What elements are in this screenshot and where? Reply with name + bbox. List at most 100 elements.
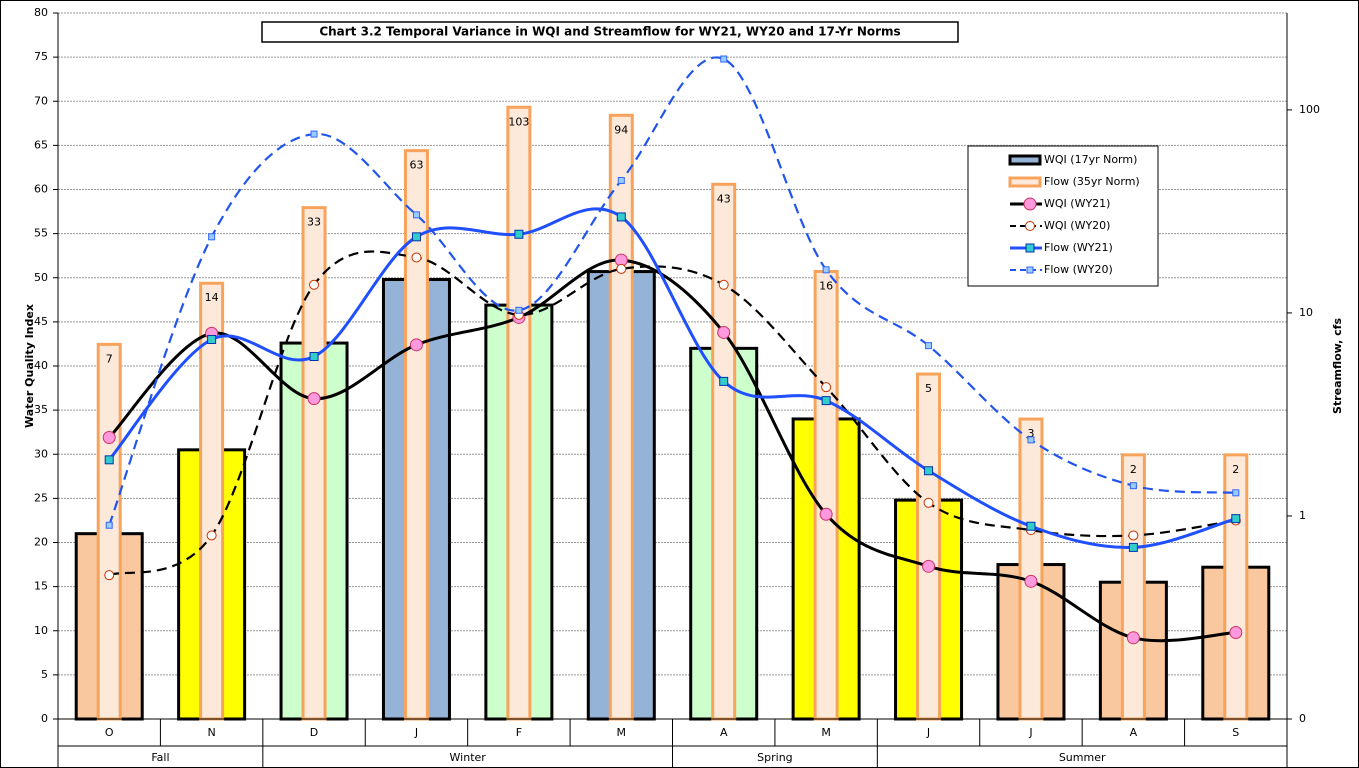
- value-label: 16: [819, 279, 833, 292]
- value-label: 7: [106, 352, 113, 365]
- y-tick-label: 70: [34, 94, 48, 107]
- marker: [104, 570, 115, 581]
- marker: [1229, 626, 1243, 640]
- marker: [206, 530, 217, 541]
- x-tick-label: O: [105, 726, 114, 739]
- y2-axis-title: Streamflow, cfs: [1331, 318, 1344, 414]
- x-tick-label: F: [516, 726, 522, 739]
- y-tick-label: 40: [34, 359, 48, 372]
- y-tick-label: 45: [34, 315, 48, 328]
- marker: [717, 325, 731, 339]
- value-label: 43: [717, 192, 731, 205]
- bar: [608, 113, 634, 721]
- bar: [506, 105, 532, 721]
- marker: [617, 176, 625, 184]
- marker: [207, 334, 217, 344]
- value-label: 14: [205, 291, 219, 304]
- legend-label: Flow (WY21): [1044, 241, 1113, 254]
- value-label: 3: [1027, 427, 1034, 440]
- marker: [819, 507, 833, 521]
- bar: [711, 182, 737, 721]
- marker: [514, 229, 524, 239]
- value-label: 103: [508, 115, 529, 128]
- y-tick-label: 5: [41, 668, 48, 681]
- y-tick-label: 50: [34, 271, 48, 284]
- value-label: 5: [925, 382, 932, 395]
- value-label: 63: [409, 159, 423, 172]
- marker: [922, 559, 936, 573]
- y2-tick-label: 100: [1299, 103, 1320, 116]
- marker: [1126, 631, 1140, 645]
- bar: [813, 269, 839, 721]
- marker: [1023, 197, 1037, 211]
- y-tick-label: 10: [34, 624, 48, 637]
- x-tick-label: J: [926, 726, 930, 739]
- marker: [821, 396, 831, 406]
- marker: [104, 455, 114, 465]
- bar: [1018, 417, 1044, 721]
- y2-tick-label: 0: [1299, 712, 1306, 725]
- y-tick-label: 55: [34, 227, 48, 240]
- y-tick-label: 30: [34, 447, 48, 460]
- x-tick-label: N: [208, 726, 216, 739]
- marker: [307, 392, 321, 406]
- marker: [720, 55, 728, 63]
- title-box: [261, 21, 959, 43]
- marker: [412, 211, 420, 219]
- marker: [208, 233, 216, 241]
- x-tick-label: D: [310, 726, 318, 739]
- marker: [1232, 489, 1240, 497]
- x-group-label: Fall: [151, 751, 169, 764]
- value-label: 2: [1232, 463, 1239, 476]
- x-group-label: Spring: [757, 751, 793, 764]
- x-tick-label: A: [1130, 726, 1138, 739]
- marker: [309, 352, 319, 362]
- marker: [102, 430, 116, 444]
- x-tick-label: A: [720, 726, 728, 739]
- y-tick-label: 0: [41, 712, 48, 725]
- x-tick-label: S: [1232, 726, 1239, 739]
- marker: [411, 232, 421, 242]
- marker: [1027, 436, 1035, 444]
- marker: [105, 521, 113, 529]
- marker: [923, 497, 934, 508]
- marker: [1231, 514, 1241, 524]
- marker: [925, 342, 933, 350]
- x-tick-label: M: [617, 726, 627, 739]
- legend-label: WQI (17yr Norm): [1044, 153, 1137, 166]
- y-tick-label: 60: [34, 183, 48, 196]
- value-label: 94: [614, 123, 628, 136]
- bar: [199, 281, 225, 721]
- line: [108, 250, 1236, 577]
- marker: [1129, 482, 1137, 490]
- line: [108, 56, 1236, 526]
- value-label: 33: [307, 216, 321, 229]
- marker: [718, 279, 729, 290]
- y2-tick-label: 10: [1299, 306, 1313, 319]
- marker: [310, 130, 318, 138]
- y-tick-label: 15: [34, 580, 48, 593]
- marker: [1026, 266, 1034, 274]
- y-axis-title: Water Quality Index: [23, 304, 36, 428]
- legend-label: WQI (WY20): [1044, 219, 1110, 232]
- marker: [1025, 243, 1035, 253]
- marker: [309, 279, 320, 290]
- y-tick-label: 75: [34, 50, 48, 63]
- marker: [924, 466, 934, 476]
- marker: [515, 306, 523, 314]
- y-tick-label: 65: [34, 138, 48, 151]
- legend-label: Flow (35yr Norm): [1044, 175, 1140, 188]
- marker: [719, 376, 729, 386]
- marker: [1025, 221, 1035, 231]
- chart-title: Chart 3.2 Temporal Variance in WQI and S…: [319, 25, 900, 39]
- marker: [822, 266, 830, 274]
- marker: [411, 252, 422, 263]
- x-tick-label: J: [414, 726, 418, 739]
- marker: [1024, 574, 1038, 588]
- legend-label: WQI (WY21): [1044, 197, 1110, 210]
- bar: [96, 342, 122, 721]
- bar: [1120, 453, 1146, 721]
- y2-tick-label: 1: [1299, 509, 1306, 522]
- value-label: 2: [1130, 463, 1137, 476]
